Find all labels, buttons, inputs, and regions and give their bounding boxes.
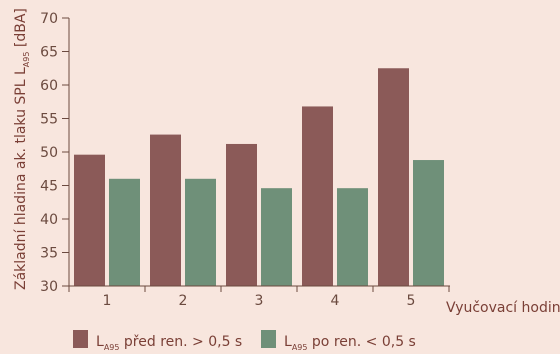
legend-item-after: LA95 po ren. < 0,5 s [261,330,416,352]
y-axis: 30 35 40 45 50 55 60 65 70 [40,11,70,295]
y-tick-label: 40 [40,212,58,228]
y-axis-title: Základní hladina ak. tlaku SPL LA95 [dBA… [13,8,31,290]
legend-label-after-sub: A95 [292,343,308,352]
legend-label-before: LA95 před ren. > 0,5 s [96,334,242,352]
x-tick-label: 3 [255,293,264,309]
bar-after-1 [109,178,140,286]
x-axis-title: Vyučovací hodiny [446,300,560,316]
x-tick-label: 4 [331,293,340,309]
bar-before-1 [74,154,105,286]
legend-label-after-main: L [284,334,292,350]
x-tick-label: 1 [103,293,112,309]
legend-label-after-rest: po ren. < 0,5 s [307,334,415,350]
legend-label-before-main: L [96,334,104,350]
bar-before-4 [302,106,333,286]
x-tick-label: 5 [407,293,416,309]
y-axis-title-main: Základní hladina ak. tlaku SPL L [13,67,29,290]
y-tick-label: 35 [40,246,58,262]
legend-item-before: LA95 před ren. > 0,5 s [73,330,242,352]
y-tick-label: 60 [40,78,58,94]
bar-after-4 [337,188,368,286]
y-tick-label: 45 [40,179,58,195]
y-axis-title-unit: [dBA] [13,8,29,51]
legend-label-before-rest: před ren. > 0,5 s [119,334,242,350]
bar-after-2 [185,178,216,286]
legend-label-after: LA95 po ren. < 0,5 s [284,334,416,352]
x-axis: 1 2 3 4 5 [68,285,450,309]
y-tick-label: 50 [40,145,58,161]
x-tick-label: 2 [179,293,188,309]
bar-before-5 [378,68,409,286]
y-tick-label: 30 [40,279,58,295]
bar-after-3 [261,188,292,286]
legend-swatch-before [73,330,88,348]
y-tick-label: 65 [40,45,58,61]
y-axis-title-sub: A95 [22,52,31,68]
y-tick-label: 55 [40,112,58,128]
bar-before-2 [150,134,181,286]
y-tick-label: 70 [40,11,58,27]
bar-after-5 [413,160,444,286]
legend-label-before-sub: A95 [104,343,120,352]
legend: LA95 před ren. > 0,5 s LA95 po ren. < 0,… [73,330,416,352]
bars [74,68,444,286]
legend-swatch-after [261,330,276,348]
bar-before-3 [226,143,257,286]
